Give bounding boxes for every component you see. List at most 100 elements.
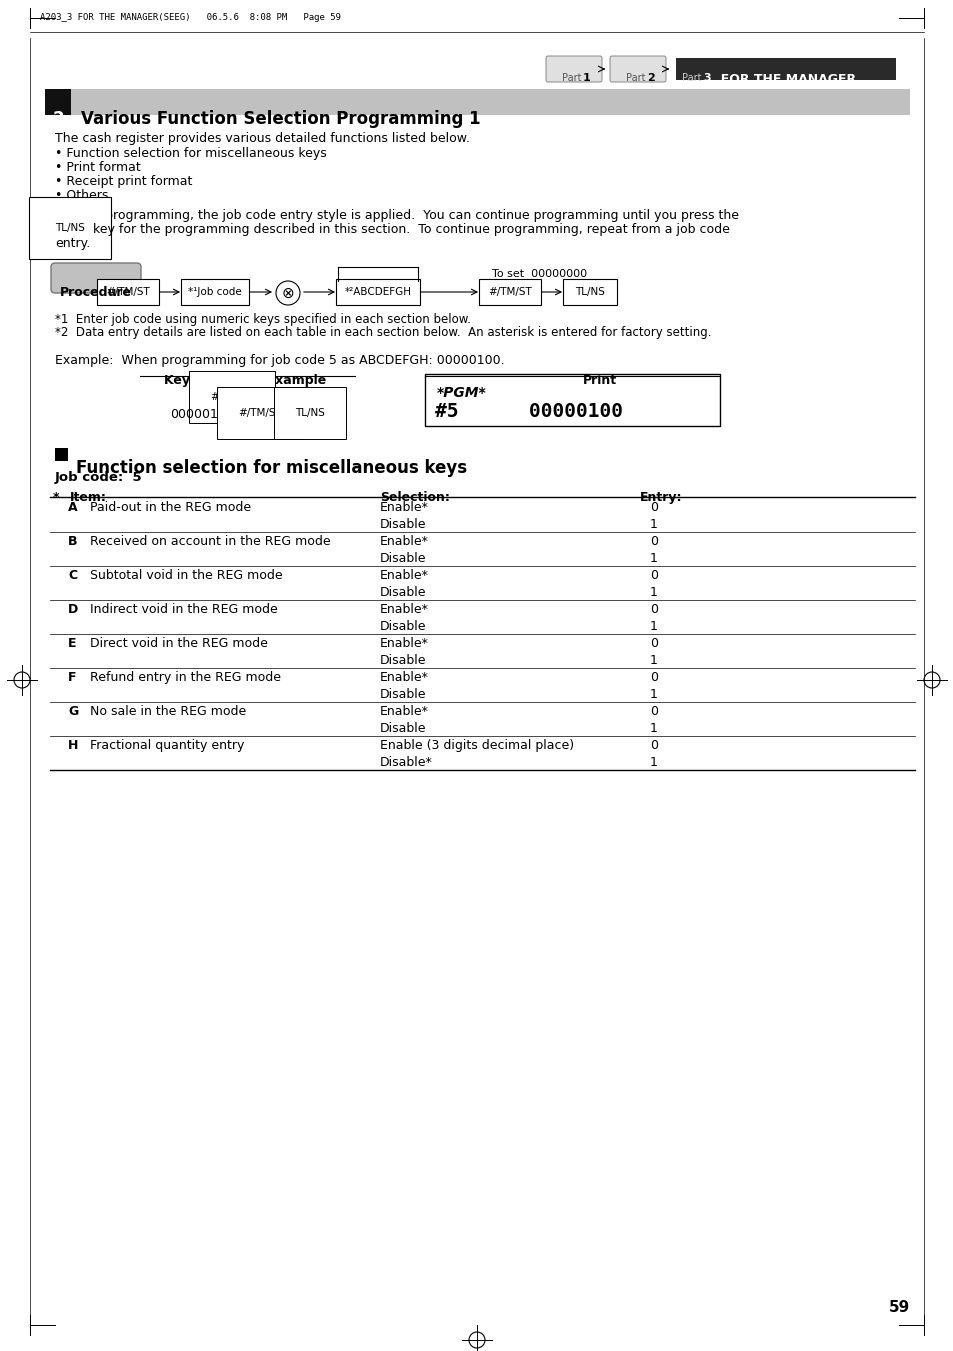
Text: *1  Enter job code using numeric keys specified in each section below.: *1 Enter job code using numeric keys spe… [55, 313, 471, 326]
Text: 5: 5 [263, 392, 271, 405]
Text: 0: 0 [649, 739, 658, 753]
Text: Disable: Disable [379, 688, 426, 701]
Text: 1: 1 [649, 517, 658, 531]
Text: 1: 1 [649, 688, 658, 701]
Text: Function selection for miscellaneous keys: Function selection for miscellaneous key… [76, 459, 467, 477]
Text: 1: 1 [649, 620, 658, 634]
Text: B: B [68, 535, 77, 549]
Text: Procedure: Procedure [60, 286, 132, 299]
Text: Subtotal void in the REG mode: Subtotal void in the REG mode [90, 569, 282, 582]
Text: Part: Part [561, 73, 581, 82]
Text: 0: 0 [649, 638, 658, 650]
Text: Enable*: Enable* [379, 638, 429, 650]
FancyBboxPatch shape [335, 280, 419, 305]
Text: FOR THE MANAGER: FOR THE MANAGER [711, 73, 855, 86]
Text: #/TM/ST: #/TM/ST [210, 392, 253, 403]
Text: G: G [68, 705, 78, 717]
Text: • Function selection for miscellaneous keys: • Function selection for miscellaneous k… [55, 147, 327, 159]
Text: #/TM/ST: #/TM/ST [237, 408, 281, 417]
Text: Received on account in the REG mode: Received on account in the REG mode [90, 535, 331, 549]
Text: #/TM/ST: #/TM/ST [106, 286, 150, 297]
FancyBboxPatch shape [71, 89, 909, 115]
Text: 0: 0 [649, 569, 658, 582]
Text: ⊗: ⊗ [274, 392, 286, 407]
Text: 0: 0 [649, 535, 658, 549]
Text: 2: 2 [52, 109, 64, 128]
Text: No sale in the REG mode: No sale in the REG mode [90, 705, 246, 717]
Text: • Others: • Others [55, 189, 109, 203]
Text: The cash register provides various detailed functions listed below.: The cash register provides various detai… [55, 132, 470, 145]
FancyBboxPatch shape [676, 58, 895, 80]
Text: Indirect void in the REG mode: Indirect void in the REG mode [90, 603, 277, 616]
Text: 59: 59 [888, 1300, 909, 1315]
Text: Disable: Disable [379, 654, 426, 667]
Text: • Print format: • Print format [55, 161, 141, 174]
Text: Job code:  5: Job code: 5 [55, 471, 143, 484]
Text: Enable*: Enable* [379, 501, 429, 513]
Text: 1: 1 [649, 553, 658, 565]
Text: Disable: Disable [379, 586, 426, 598]
Text: Paid-out in the REG mode: Paid-out in the REG mode [90, 501, 251, 513]
Text: 00000100: 00000100 [170, 408, 233, 422]
Text: 0: 0 [649, 705, 658, 717]
Text: *PGM*: *PGM* [436, 386, 486, 400]
Text: *2  Data entry details are listed on each table in each section below.  An aster: *2 Data entry details are listed on each… [55, 326, 711, 339]
Text: 2: 2 [646, 73, 654, 82]
Text: C: C [68, 569, 77, 582]
Text: Example:  When programming for job code 5 as ABCDEFGH: 00000100.: Example: When programming for job code 5… [55, 354, 504, 367]
Text: Refund entry in the REG mode: Refund entry in the REG mode [90, 671, 281, 684]
Text: Disable: Disable [379, 517, 426, 531]
Text: Key operation example: Key operation example [164, 374, 326, 386]
Text: 0: 0 [649, 501, 658, 513]
Text: F: F [68, 671, 76, 684]
Text: Enable*: Enable* [379, 569, 429, 582]
Text: 1: 1 [649, 757, 658, 769]
Text: Part: Part [681, 73, 700, 82]
Text: Enable*: Enable* [379, 603, 429, 616]
Text: D: D [68, 603, 78, 616]
Text: Direct void in the REG mode: Direct void in the REG mode [90, 638, 268, 650]
FancyBboxPatch shape [562, 280, 617, 305]
Text: • Receipt print format: • Receipt print format [55, 176, 193, 188]
Text: TL/NS: TL/NS [575, 286, 604, 297]
Text: #5      00000100: #5 00000100 [435, 403, 622, 422]
Text: 0: 0 [649, 671, 658, 684]
Text: Print: Print [582, 374, 617, 386]
Text: A: A [68, 501, 77, 513]
FancyBboxPatch shape [97, 280, 159, 305]
Text: Various Function Selection Programming 1: Various Function Selection Programming 1 [81, 109, 480, 128]
Text: For this programming, the job code entry style is applied.  You can continue pro: For this programming, the job code entry… [55, 209, 739, 222]
Text: Disable: Disable [379, 553, 426, 565]
Text: Item:: Item: [70, 490, 107, 504]
FancyBboxPatch shape [45, 89, 71, 115]
Text: entry.: entry. [55, 236, 91, 250]
Text: 3: 3 [702, 73, 710, 82]
Text: TL/NS: TL/NS [294, 408, 325, 417]
Text: H: H [68, 739, 78, 753]
FancyBboxPatch shape [51, 263, 141, 293]
Text: Entry:: Entry: [639, 490, 681, 504]
Text: key for the programming described in this section.  To continue programming, rep: key for the programming described in thi… [92, 223, 729, 236]
Text: Enable*: Enable* [379, 671, 429, 684]
Text: 0: 0 [649, 603, 658, 616]
Text: Enable*: Enable* [379, 705, 429, 717]
Text: 1: 1 [649, 721, 658, 735]
FancyBboxPatch shape [55, 449, 68, 461]
Text: 1: 1 [649, 586, 658, 598]
Text: Fractional quantity entry: Fractional quantity entry [90, 739, 244, 753]
Text: TL/NS: TL/NS [55, 223, 85, 232]
FancyBboxPatch shape [424, 374, 720, 426]
Text: *²ABCDEFGH: *²ABCDEFGH [344, 286, 411, 297]
Text: E: E [68, 638, 76, 650]
Text: 1: 1 [582, 73, 590, 82]
FancyBboxPatch shape [545, 55, 601, 82]
Text: Enable*: Enable* [379, 535, 429, 549]
Text: To set  00000000: To set 00000000 [492, 269, 586, 280]
Text: Disable: Disable [379, 620, 426, 634]
Text: ⊗: ⊗ [281, 285, 294, 300]
Text: Part: Part [625, 73, 645, 82]
Text: Disable: Disable [379, 721, 426, 735]
FancyBboxPatch shape [609, 55, 665, 82]
Text: *: * [53, 490, 59, 504]
FancyBboxPatch shape [181, 280, 249, 305]
